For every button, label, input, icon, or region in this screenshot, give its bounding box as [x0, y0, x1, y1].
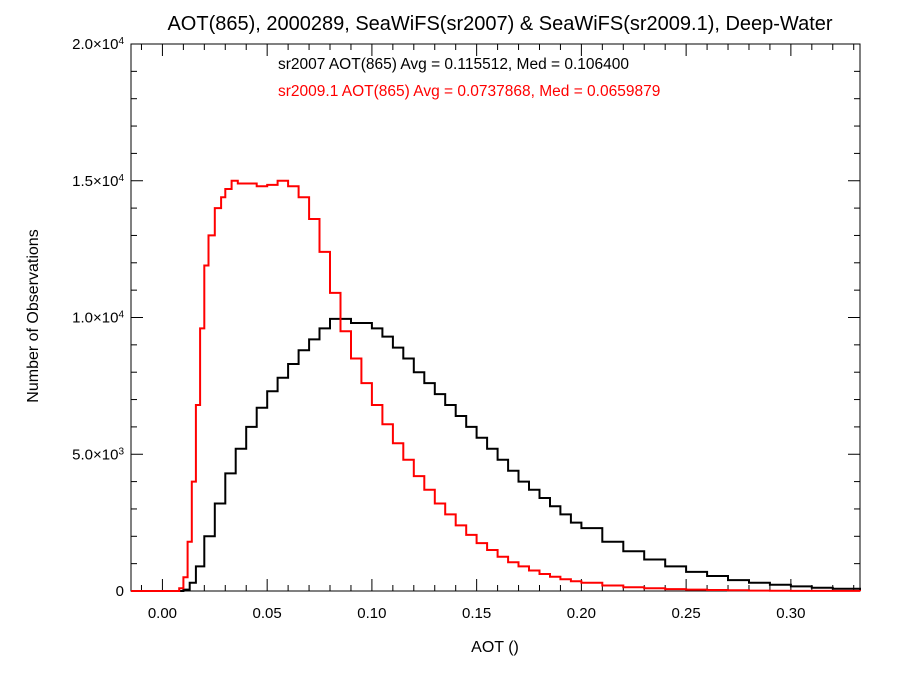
- plot-layer: 0.00 0.05 0.10 0.15 0.20 0.25 0.30 0 5.0×103 1.0×…: [72, 36, 861, 622]
- x-axis-label: AOT (): [471, 639, 519, 656]
- y-tick-label: 1.5×104: [72, 172, 124, 190]
- y-tick-label: 5.0×103: [72, 446, 124, 464]
- x-tick-label: 0.00: [148, 605, 177, 622]
- x-tick-label: 0.05: [253, 605, 282, 622]
- y-axis-label: Number of Observations: [25, 229, 42, 402]
- annotation-sr2007: sr2007 AOT(865) Avg = 0.115512, Med = 0.…: [278, 56, 629, 73]
- chart-title: AOT(865), 2000289, SeaWiFS(sr2007) & Sea…: [167, 13, 832, 35]
- series-line-sr2007: [131, 317, 861, 592]
- x-tick-label: 0.20: [567, 605, 596, 622]
- x-tick-label: 0.10: [357, 605, 386, 622]
- y-tick-label: 0: [116, 583, 124, 600]
- x-tick-label: 0.30: [776, 605, 805, 622]
- y-tick-label: 2.0×104: [72, 36, 124, 54]
- plot-frame: [130, 43, 861, 592]
- x-tick-label: 0.15: [462, 605, 491, 622]
- annotation-sr2009: sr2009.1 AOT(865) Avg = 0.0737868, Med =…: [278, 83, 660, 100]
- x-tick-label: 0.25: [672, 605, 701, 622]
- y-tick-label: 1.0×104: [72, 309, 124, 327]
- series-line-sr2009.1: [131, 179, 861, 592]
